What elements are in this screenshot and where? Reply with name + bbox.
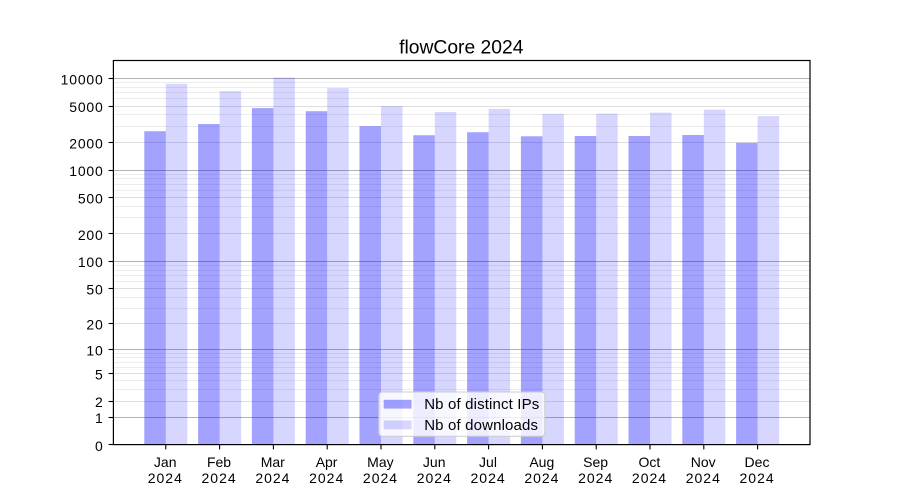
svg-text:Nb of downloads: Nb of downloads: [424, 417, 538, 434]
svg-text:2024: 2024: [417, 470, 452, 486]
svg-text:2024: 2024: [740, 470, 775, 486]
svg-text:2: 2: [95, 394, 104, 410]
svg-text:100: 100: [78, 254, 104, 270]
svg-text:Jul: Jul: [479, 454, 497, 470]
svg-text:1: 1: [95, 410, 104, 426]
svg-text:2024: 2024: [578, 470, 613, 486]
svg-text:20: 20: [86, 317, 103, 333]
svg-text:2024: 2024: [363, 470, 398, 486]
svg-text:2024: 2024: [148, 470, 183, 486]
svg-text:2000: 2000: [69, 135, 103, 151]
svg-text:2024: 2024: [202, 470, 237, 486]
svg-text:200: 200: [78, 227, 104, 243]
svg-text:10000: 10000: [61, 71, 104, 87]
svg-text:1000: 1000: [69, 163, 103, 179]
svg-text:10: 10: [86, 342, 103, 358]
svg-text:2024: 2024: [524, 470, 559, 486]
svg-text:Mar: Mar: [261, 454, 285, 470]
svg-text:2024: 2024: [471, 470, 506, 486]
svg-text:Apr: Apr: [316, 454, 338, 470]
svg-text:Jan: Jan: [154, 454, 177, 470]
svg-text:Dec: Dec: [745, 454, 770, 470]
svg-text:Feb: Feb: [207, 454, 231, 470]
svg-text:2024: 2024: [686, 470, 721, 486]
svg-text:Nov: Nov: [691, 454, 716, 470]
svg-text:2024: 2024: [255, 470, 290, 486]
svg-text:2024: 2024: [632, 470, 667, 486]
svg-text:Oct: Oct: [639, 454, 661, 470]
svg-text:50: 50: [86, 281, 103, 297]
svg-text:flowCore 2024: flowCore 2024: [399, 38, 524, 59]
svg-text:5: 5: [95, 367, 104, 383]
svg-text:0: 0: [95, 438, 104, 454]
svg-text:5000: 5000: [69, 99, 103, 115]
svg-text:Sep: Sep: [583, 454, 608, 470]
svg-text:May: May: [367, 454, 393, 470]
svg-text:Aug: Aug: [529, 454, 554, 470]
svg-text:2024: 2024: [309, 470, 344, 486]
svg-text:500: 500: [78, 190, 104, 206]
svg-text:Nb of distinct IPs: Nb of distinct IPs: [424, 396, 539, 413]
svg-text:Jun: Jun: [423, 454, 446, 470]
